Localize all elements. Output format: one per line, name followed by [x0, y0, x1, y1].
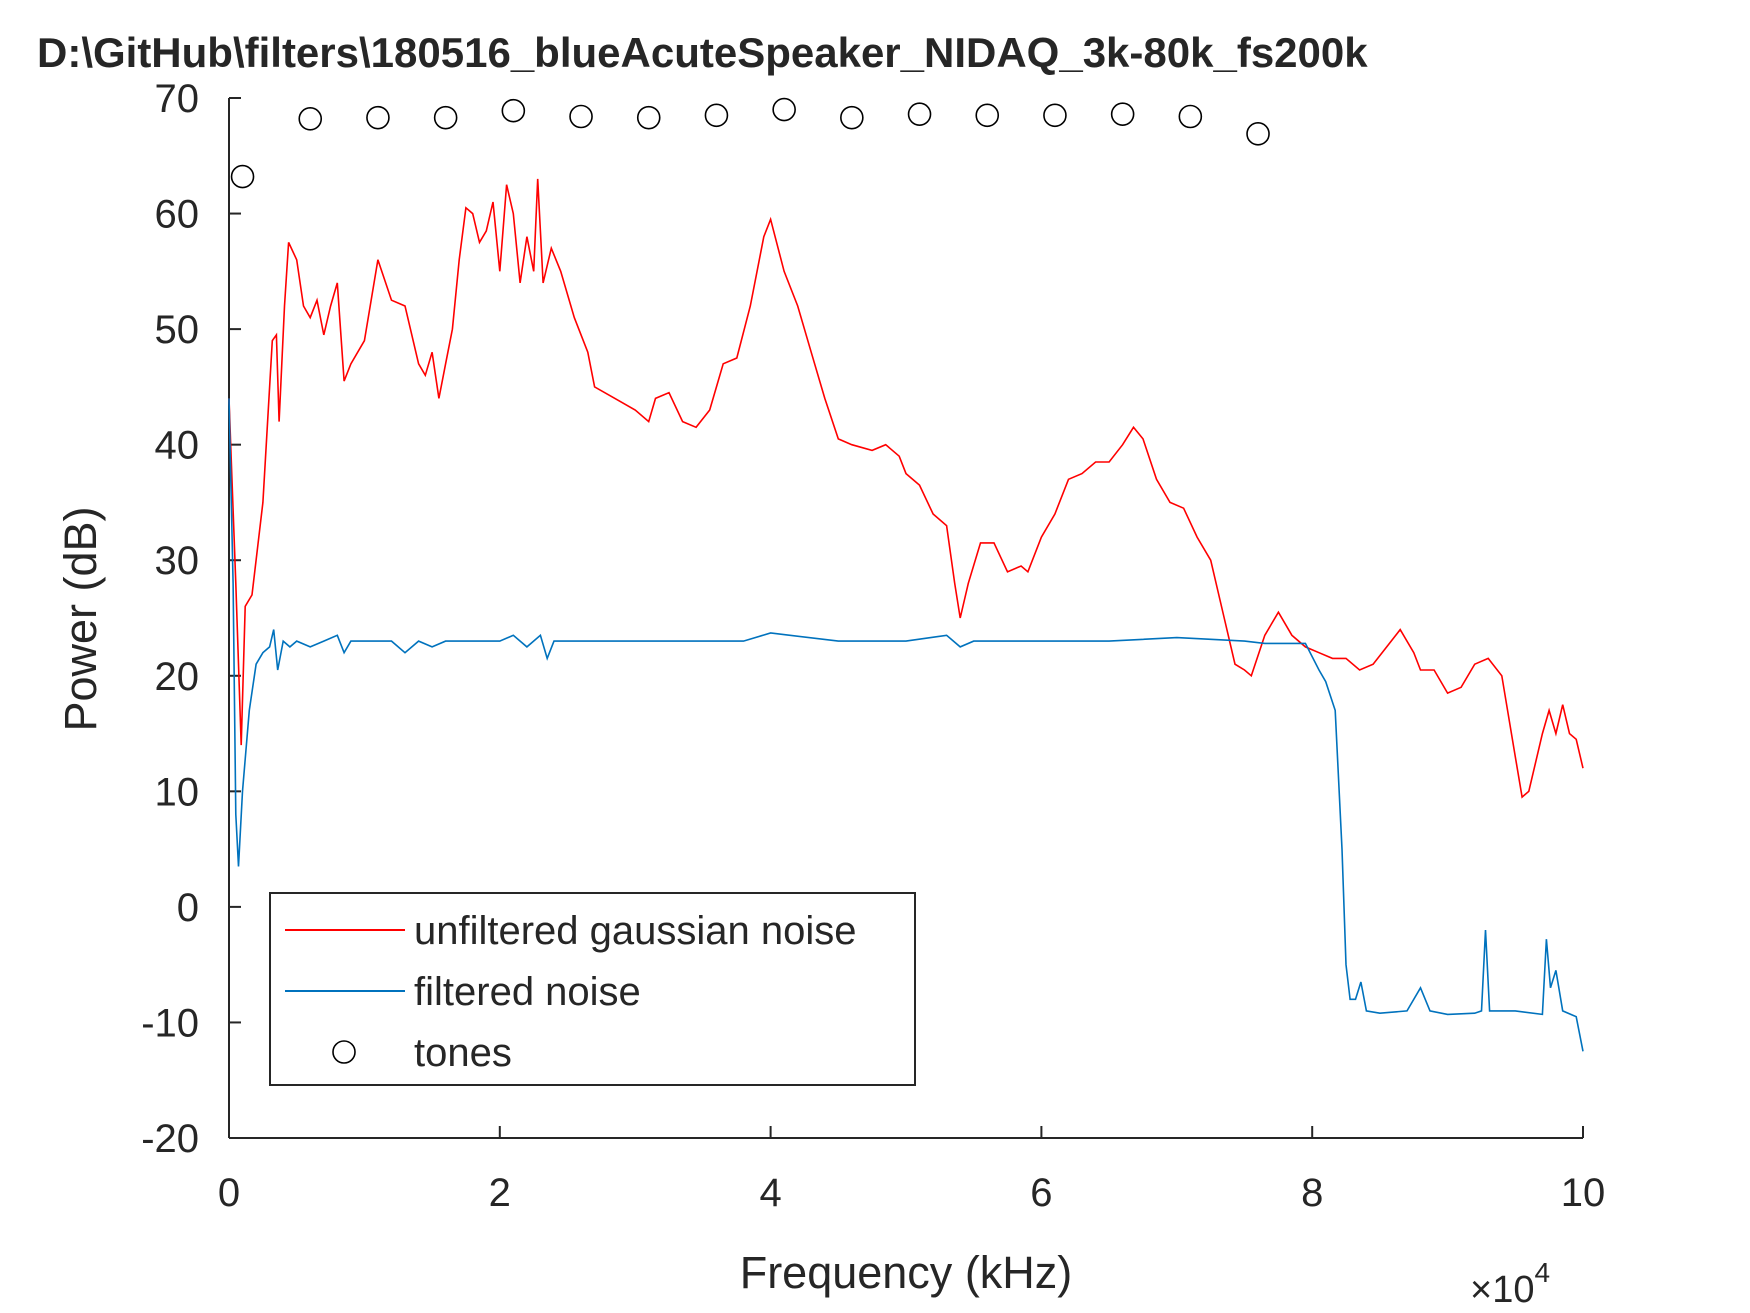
x-tick-label: 6	[1030, 1171, 1052, 1215]
tone-marker	[1043, 103, 1067, 128]
x-tick-label: 2	[489, 1171, 511, 1215]
legend-marker	[332, 1040, 356, 1064]
y-tick-label: 0	[177, 886, 199, 930]
tone-marker	[907, 102, 932, 126]
x-tick-label: 8	[1301, 1171, 1323, 1215]
y-tick-label: 40	[155, 424, 200, 468]
series-line	[228, 398, 1584, 1052]
x-multiplier: ×104	[1470, 1257, 1550, 1311]
y-tick-label: 30	[155, 539, 200, 583]
legend-label: filtered noise	[414, 970, 641, 1014]
tone-marker	[1178, 104, 1203, 129]
x-axis-label: Frequency (kHz)	[740, 1247, 1073, 1298]
chart-title: D:\GitHub\filters\180516_blueAcuteSpeake…	[37, 29, 1368, 76]
tone-marker	[636, 105, 661, 130]
tone-marker	[772, 97, 796, 122]
series-line	[228, 178, 1584, 799]
y-axis-label: Power (dB)	[55, 506, 106, 731]
x-tick-label: 4	[759, 1171, 781, 1215]
tone-marker	[1246, 122, 1270, 146]
tone-marker	[1110, 102, 1135, 126]
tone-marker	[840, 105, 864, 130]
y-tick-label: -10	[141, 1001, 199, 1045]
x-multiplier-base: ×10	[1470, 1269, 1534, 1311]
tone-marker	[975, 103, 1000, 128]
y-tick-label: 10	[155, 770, 200, 814]
tone-marker	[433, 105, 458, 130]
tone-marker	[704, 103, 729, 128]
tone-marker	[298, 107, 323, 131]
y-tick-label: 20	[155, 655, 200, 699]
tone-marker	[569, 104, 593, 129]
y-tick-label: -20	[141, 1117, 199, 1161]
legend: unfiltered gaussian noise filtered noise t…	[269, 892, 916, 1086]
tone-marker	[501, 98, 526, 123]
tone-marker	[366, 105, 390, 130]
y-tick-label: 60	[155, 193, 200, 237]
x-tick-label: 0	[218, 1171, 240, 1215]
tone-marker	[230, 164, 255, 189]
y-tick-label: 70	[155, 77, 200, 121]
legend-box	[269, 892, 916, 1086]
x-tick-label: 10	[1561, 1171, 1606, 1215]
legend-label: unfiltered gaussian noise	[414, 909, 857, 953]
legend-label: tones	[414, 1031, 512, 1075]
y-tick-label: 50	[155, 308, 200, 352]
x-multiplier-exponent: 4	[1534, 1257, 1550, 1288]
